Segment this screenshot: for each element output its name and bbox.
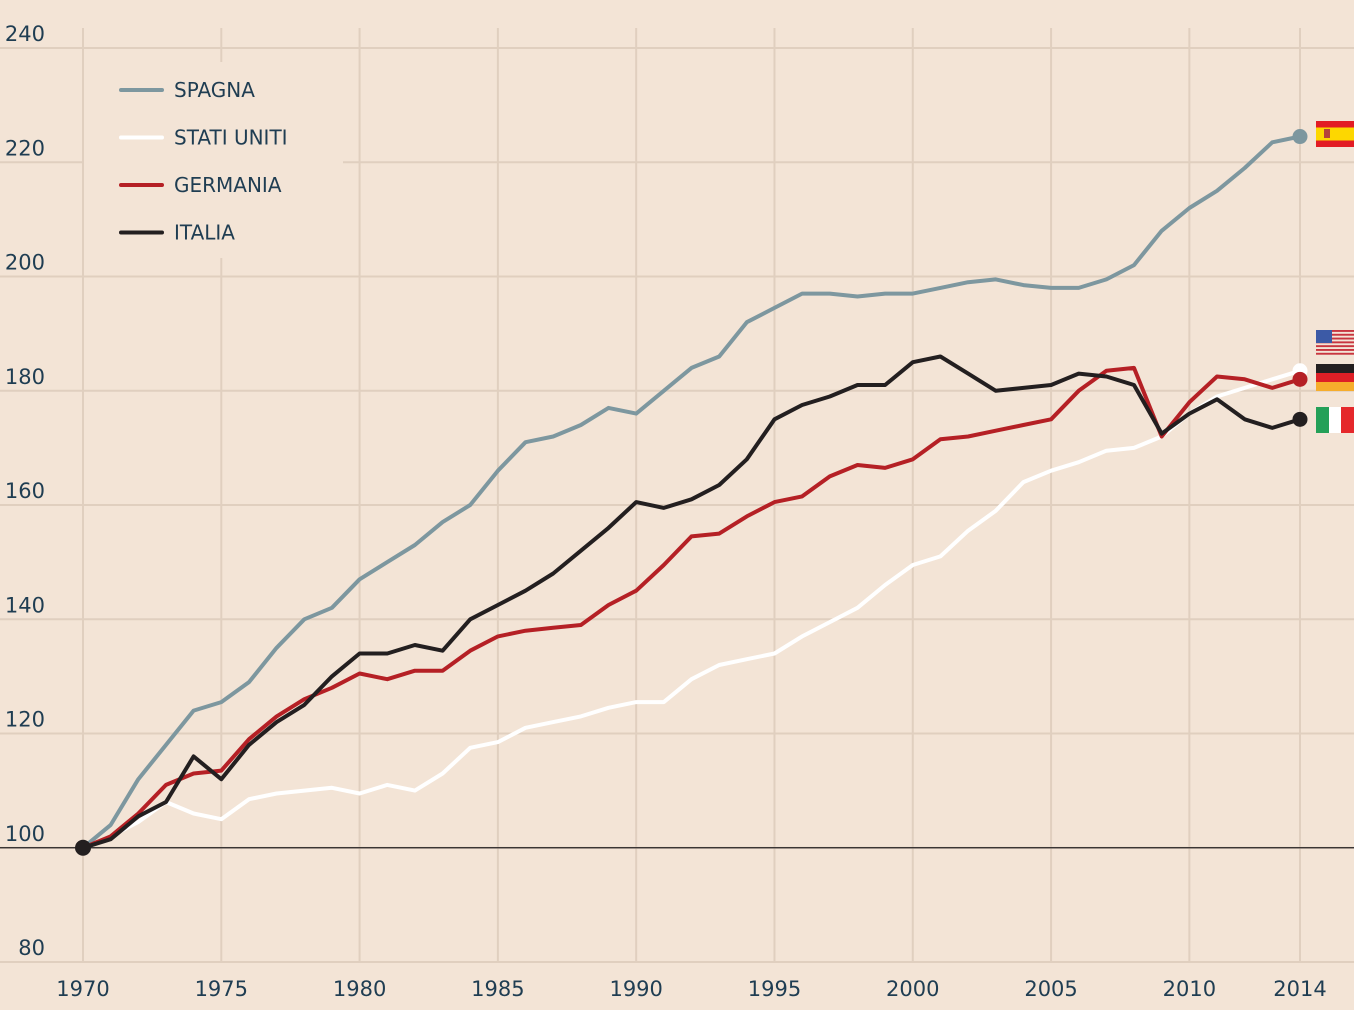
flag-usa-icon [1316,330,1354,355]
y-tick-label: 180 [5,365,45,389]
legend-item-usa: STATI UNITI [119,126,288,150]
x-tick-label: 1985 [471,977,524,1001]
series-line-spain [81,134,1302,850]
x-tick-label: 2000 [886,977,939,1001]
legend-item-spain: SPAGNA [119,78,255,102]
x-tick-label: 2005 [1024,977,1077,1001]
x-tick-label: 2010 [1163,977,1216,1001]
legend-item-italy: ITALIA [119,221,235,245]
end-dot-italy [1292,411,1308,427]
x-tick-label: 1995 [748,977,801,1001]
y-tick-label: 120 [5,708,45,732]
y-tick-label: 220 [5,136,45,160]
end-dot-spain [1292,129,1308,145]
end-dot-germany [1292,371,1308,387]
legend-label: ITALIA [174,221,235,245]
x-tick-label: 1975 [195,977,248,1001]
legend-background [84,62,343,258]
flag-spain-icon [1316,121,1354,147]
start-marker [75,839,91,856]
legend-label: STATI UNITI [174,126,288,150]
y-tick-label: 200 [5,251,45,275]
y-axis: 80 100 120 140 160 180 200 220 240 [5,22,45,960]
legend-label: SPAGNA [174,78,255,102]
series-line-germany [81,365,1302,850]
x-tick-label: 1990 [609,977,662,1001]
y-tick-label: 160 [5,479,45,503]
y-tick-label: 100 [5,822,45,846]
flag-germany-icon [1316,364,1354,391]
y-tick-label: 240 [5,22,45,46]
flags [1316,121,1354,433]
series-lines [81,134,1302,850]
flag-italy-icon [1316,407,1354,433]
y-tick-label: 80 [18,936,45,960]
legend-item-germany: GERMANIA [119,173,282,197]
x-tick-label: 1980 [333,977,386,1001]
x-tick-label: 1970 [56,977,109,1001]
end-markers [1292,129,1308,427]
legend: SPAGNA STATI UNITI GERMANIA ITALIA [119,78,288,245]
x-tick-label: 2014 [1273,977,1326,1001]
x-axis: 1970 1975 1980 1985 1990 1995 2000 2005 2010 2014 [56,977,1326,1001]
start-dot [75,839,91,856]
series-line-italy [81,354,1302,850]
legend-label: GERMANIA [174,173,282,197]
series-line-usa [81,368,1302,850]
y-tick-label: 140 [5,593,45,617]
